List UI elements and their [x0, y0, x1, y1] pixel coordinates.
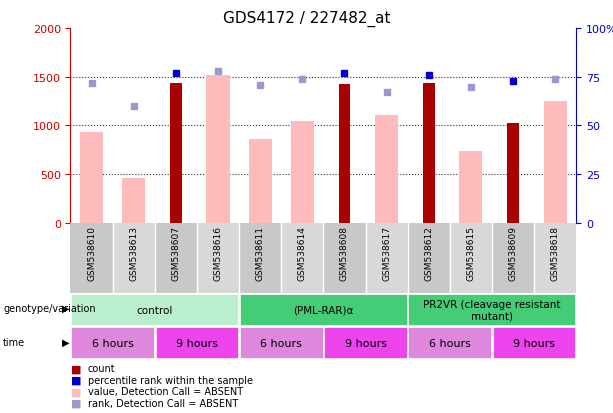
Text: ■: ■	[71, 363, 82, 373]
Bar	[423, 84, 435, 223]
Bar	[71, 294, 238, 325]
Text: PR2VR (cleavage resistant
mutant): PR2VR (cleavage resistant mutant)	[423, 299, 561, 320]
Bar	[375, 115, 398, 223]
Text: GSM538611: GSM538611	[256, 225, 265, 280]
Bar	[365, 223, 408, 293]
Bar	[122, 178, 145, 223]
Bar	[70, 223, 113, 293]
Bar	[281, 223, 324, 293]
Bar	[534, 223, 576, 293]
Bar	[338, 85, 350, 223]
Text: GSM538608: GSM538608	[340, 225, 349, 280]
Text: GSM538617: GSM538617	[382, 225, 391, 280]
Text: GSM538613: GSM538613	[129, 225, 138, 280]
Text: ▶: ▶	[63, 304, 70, 313]
Bar	[408, 223, 450, 293]
Text: (PML-RAR)α: (PML-RAR)α	[293, 305, 354, 315]
Text: 6 hours: 6 hours	[92, 338, 134, 348]
Bar	[156, 328, 238, 358]
Bar	[450, 223, 492, 293]
Text: ■: ■	[71, 375, 82, 385]
Text: value, Detection Call = ABSENT: value, Detection Call = ABSENT	[88, 387, 243, 396]
Bar	[197, 223, 239, 293]
Text: 6 hours: 6 hours	[429, 338, 471, 348]
Text: GSM538610: GSM538610	[87, 225, 96, 280]
Text: GSM538609: GSM538609	[509, 225, 517, 280]
Text: 6 hours: 6 hours	[261, 338, 302, 348]
Bar	[170, 84, 181, 223]
Text: 9 hours: 9 hours	[176, 338, 218, 348]
Text: GSM538607: GSM538607	[172, 225, 180, 280]
Text: GSM538618: GSM538618	[550, 225, 560, 280]
Text: ■: ■	[71, 387, 82, 396]
Text: ■: ■	[71, 398, 82, 408]
Text: 9 hours: 9 hours	[513, 338, 555, 348]
Bar	[544, 102, 567, 223]
Bar	[408, 328, 491, 358]
Text: GSM538612: GSM538612	[424, 225, 433, 280]
Text: GSM538616: GSM538616	[213, 225, 223, 280]
Text: time: time	[3, 337, 25, 347]
Bar	[240, 328, 322, 358]
Bar	[507, 124, 519, 223]
Text: genotype/variation: genotype/variation	[3, 304, 96, 313]
Bar	[71, 328, 154, 358]
Bar	[113, 223, 154, 293]
Text: count: count	[88, 363, 115, 373]
Bar	[459, 151, 482, 223]
Bar	[324, 328, 407, 358]
Text: 9 hours: 9 hours	[345, 338, 387, 348]
Bar	[207, 76, 230, 223]
Bar	[291, 122, 314, 223]
Text: GSM538615: GSM538615	[466, 225, 475, 280]
Text: control: control	[137, 305, 173, 315]
Text: GDS4172 / 227482_at: GDS4172 / 227482_at	[223, 10, 390, 26]
Text: GSM538614: GSM538614	[298, 225, 306, 280]
Bar	[154, 223, 197, 293]
Text: rank, Detection Call = ABSENT: rank, Detection Call = ABSENT	[88, 398, 238, 408]
Bar	[248, 140, 272, 223]
Text: percentile rank within the sample: percentile rank within the sample	[88, 375, 253, 385]
Bar	[324, 223, 365, 293]
Bar	[240, 294, 407, 325]
Text: ▶: ▶	[63, 337, 70, 347]
Bar	[493, 328, 576, 358]
Bar	[408, 294, 576, 325]
Bar	[239, 223, 281, 293]
Bar	[80, 133, 103, 223]
Bar	[492, 223, 534, 293]
